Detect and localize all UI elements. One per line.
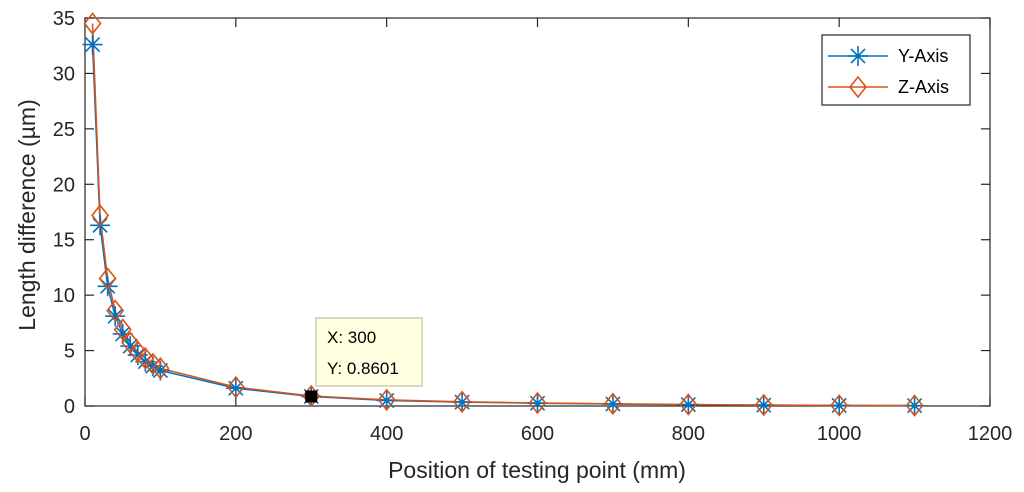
y-axis-data-point [120,336,141,357]
series-markers [82,12,925,417]
legend-diamond-marker [848,75,868,99]
z-axis-data-point [754,393,773,417]
x-axis-label: Position of testing point (mm) [388,457,686,483]
y-tick-label: 0 [64,396,75,418]
z-axis-data-point [151,357,170,380]
y-tick-label: 35 [53,8,75,30]
datatip-point-marker [305,390,318,403]
z-axis-data-point [830,394,849,417]
series-lines [91,23,915,407]
y-tick-label: 5 [64,341,75,363]
x-tick-label: 600 [521,423,554,445]
x-tick-label: 200 [219,423,252,445]
z-axis-data-point [136,347,155,370]
x-tick-label: 1200 [968,423,1013,445]
legend-box [821,34,971,106]
z-axis-data-point [106,299,125,322]
z-axis-data-point [905,394,924,417]
y-tick-label: 15 [53,230,75,252]
legend-label-y-axis: Y-Axis [898,46,948,66]
y-axis-data-point [82,34,103,55]
z-axis-data-point [83,12,102,35]
z-axis-data-point [226,375,245,399]
z-axis-data-point [528,391,547,415]
datatip-x-text: X: 300 [327,328,376,347]
x-tick-label: 0 [79,423,90,445]
z-axis-data-point [453,390,472,414]
legend[interactable]: Y-Axis Z-Axis [821,34,971,106]
datatip-box [315,317,423,387]
z-axis-data-point [603,392,622,416]
y-tick-label: 10 [53,285,75,307]
legend-marker-y-axis [848,46,868,66]
x-tick-label: 400 [370,423,403,445]
z-axis-data-point [91,204,110,227]
y-axis-data-point [105,306,126,327]
legend-marker-z-axis [848,75,868,99]
y-axis-series-line [91,44,915,407]
y-tick-label: 20 [53,174,75,196]
z-axis-series-line [91,23,915,407]
y-axis-label: Length difference (µm) [14,99,40,330]
x-ticks: 0 200 400 600 800 1000 1200 [79,18,1012,445]
z-axis-data-point [113,318,132,341]
y-ticks: 0 5 10 15 20 25 30 35 [53,8,990,418]
x-tick-label: 800 [672,423,705,445]
z-axis-data-point [98,267,117,290]
datatip[interactable]: X: 300 Y: 0.8601 [305,317,423,403]
legend-label-z-axis: Z-Axis [898,77,949,97]
z-axis-data-point [128,340,147,363]
z-axis-data-point [377,388,396,412]
z-axis-data-point [679,393,698,416]
x-tick-label: 1000 [817,423,862,445]
y-tick-label: 30 [53,63,75,85]
legend-asterisk-marker [848,46,868,66]
datatip-y-text: Y: 0.8601 [327,359,399,378]
y-tick-label: 25 [53,119,75,141]
